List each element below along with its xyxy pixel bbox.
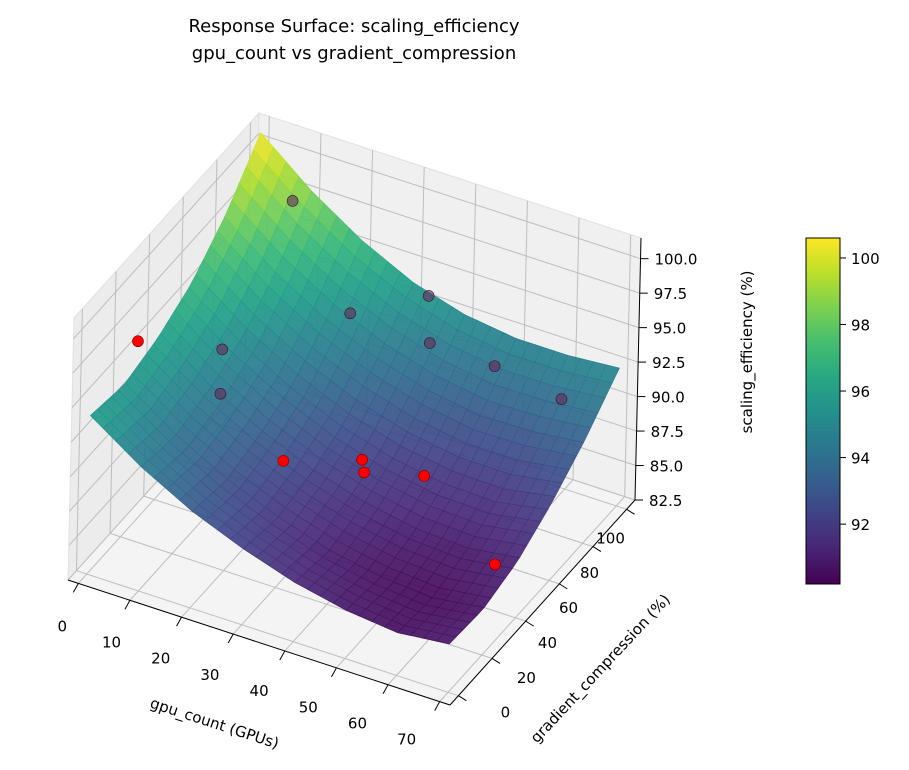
colorbar: [805, 237, 841, 585]
left-gridline-y: [75, 308, 83, 571]
x-tick-label: 10: [102, 634, 121, 652]
colorbar-tick-label: 94: [851, 450, 870, 468]
colorbar-ticks: 92 94 96 98 100: [840, 250, 880, 534]
response-surface: [89, 132, 620, 645]
z-tick-label: 100.0: [655, 251, 698, 269]
floor-gridline-x: [439, 496, 626, 702]
y-tick-label: 60: [559, 599, 578, 617]
x-tick-label: 60: [348, 714, 367, 732]
z-tick-label: 82.5: [649, 492, 682, 510]
surface-patch: [435, 633, 457, 645]
y-tick-label: 100: [596, 529, 625, 547]
y-axis-line: [449, 499, 636, 706]
chart-title: Response Surface: scaling_efficiency: [188, 16, 519, 37]
z-tick-label: 85.0: [650, 458, 683, 476]
colorbar-tick-label: 92: [851, 516, 870, 534]
z-axis-label: scaling_efficiency (%): [738, 271, 757, 434]
axis-ticks: 01020304050607002040608010082.585.087.59…: [58, 237, 698, 749]
data-point: [286, 195, 299, 207]
back-gridline-x: [624, 234, 632, 497]
colorbar-tick-label: 98: [851, 317, 870, 335]
data-point: [358, 466, 370, 479]
data-point: [555, 393, 568, 405]
x-tick: [279, 650, 286, 661]
z-tick-label: 95.0: [653, 320, 686, 338]
x-tick: [330, 667, 337, 678]
x-tick-label: 50: [299, 698, 318, 716]
data-point: [489, 558, 501, 571]
chart-subtitle: gpu_count vs gradient_compression: [192, 43, 516, 64]
data-point: [488, 360, 501, 372]
x-tick: [382, 684, 389, 694]
x-tick: [124, 600, 131, 610]
x-tick-label: 20: [151, 650, 170, 668]
colorbar-tick-label: 100: [851, 250, 880, 268]
y-tick-label: 80: [580, 564, 599, 582]
x-tick: [227, 633, 234, 644]
x-tick-label: 70: [397, 731, 416, 749]
data-point: [344, 307, 357, 320]
left-gridline-z: [72, 167, 259, 374]
z-tick-label: 90.0: [651, 389, 684, 407]
x-tick: [72, 583, 79, 593]
back-gridline-z: [257, 167, 640, 294]
y-tick-label: 20: [517, 669, 536, 687]
data-point: [216, 343, 229, 356]
x-tick: [176, 616, 183, 627]
x-tick-label: 0: [58, 617, 68, 635]
data-point: [132, 335, 144, 348]
y-tick: [458, 695, 467, 702]
y-tick: [559, 583, 568, 590]
data-point: [356, 453, 368, 466]
z-axis-line: [634, 237, 642, 501]
z-tick-label: 92.5: [652, 354, 685, 372]
floor-gridline-y: [76, 570, 459, 697]
y-tick: [491, 657, 501, 664]
y-tick-label: 40: [538, 634, 557, 652]
x-tick-label: 30: [200, 666, 219, 684]
colorbar-tick-label: 96: [851, 383, 870, 401]
y-tick-label: 0: [501, 704, 511, 722]
x-tick-label: 40: [250, 682, 269, 700]
back-gridline-z: [258, 133, 641, 260]
y-axis-label: gradient_compression (%): [527, 591, 675, 748]
x-tick: [434, 701, 441, 711]
data-point: [423, 337, 436, 349]
y-tick: [525, 620, 534, 627]
x-axis-line: [67, 579, 451, 706]
z-tick-label: 97.5: [654, 285, 687, 303]
data-point: [214, 387, 227, 400]
y-tick: [626, 508, 635, 515]
z-tick-label: 87.5: [651, 423, 684, 441]
x-axis-label: gpu_count (GPUs): [148, 694, 282, 754]
data-point: [277, 455, 290, 467]
data-point: [418, 470, 431, 482]
data-point: [422, 290, 435, 302]
left-gridline-z: [73, 133, 259, 340]
data-points: [132, 195, 568, 571]
y-tick: [592, 546, 602, 553]
